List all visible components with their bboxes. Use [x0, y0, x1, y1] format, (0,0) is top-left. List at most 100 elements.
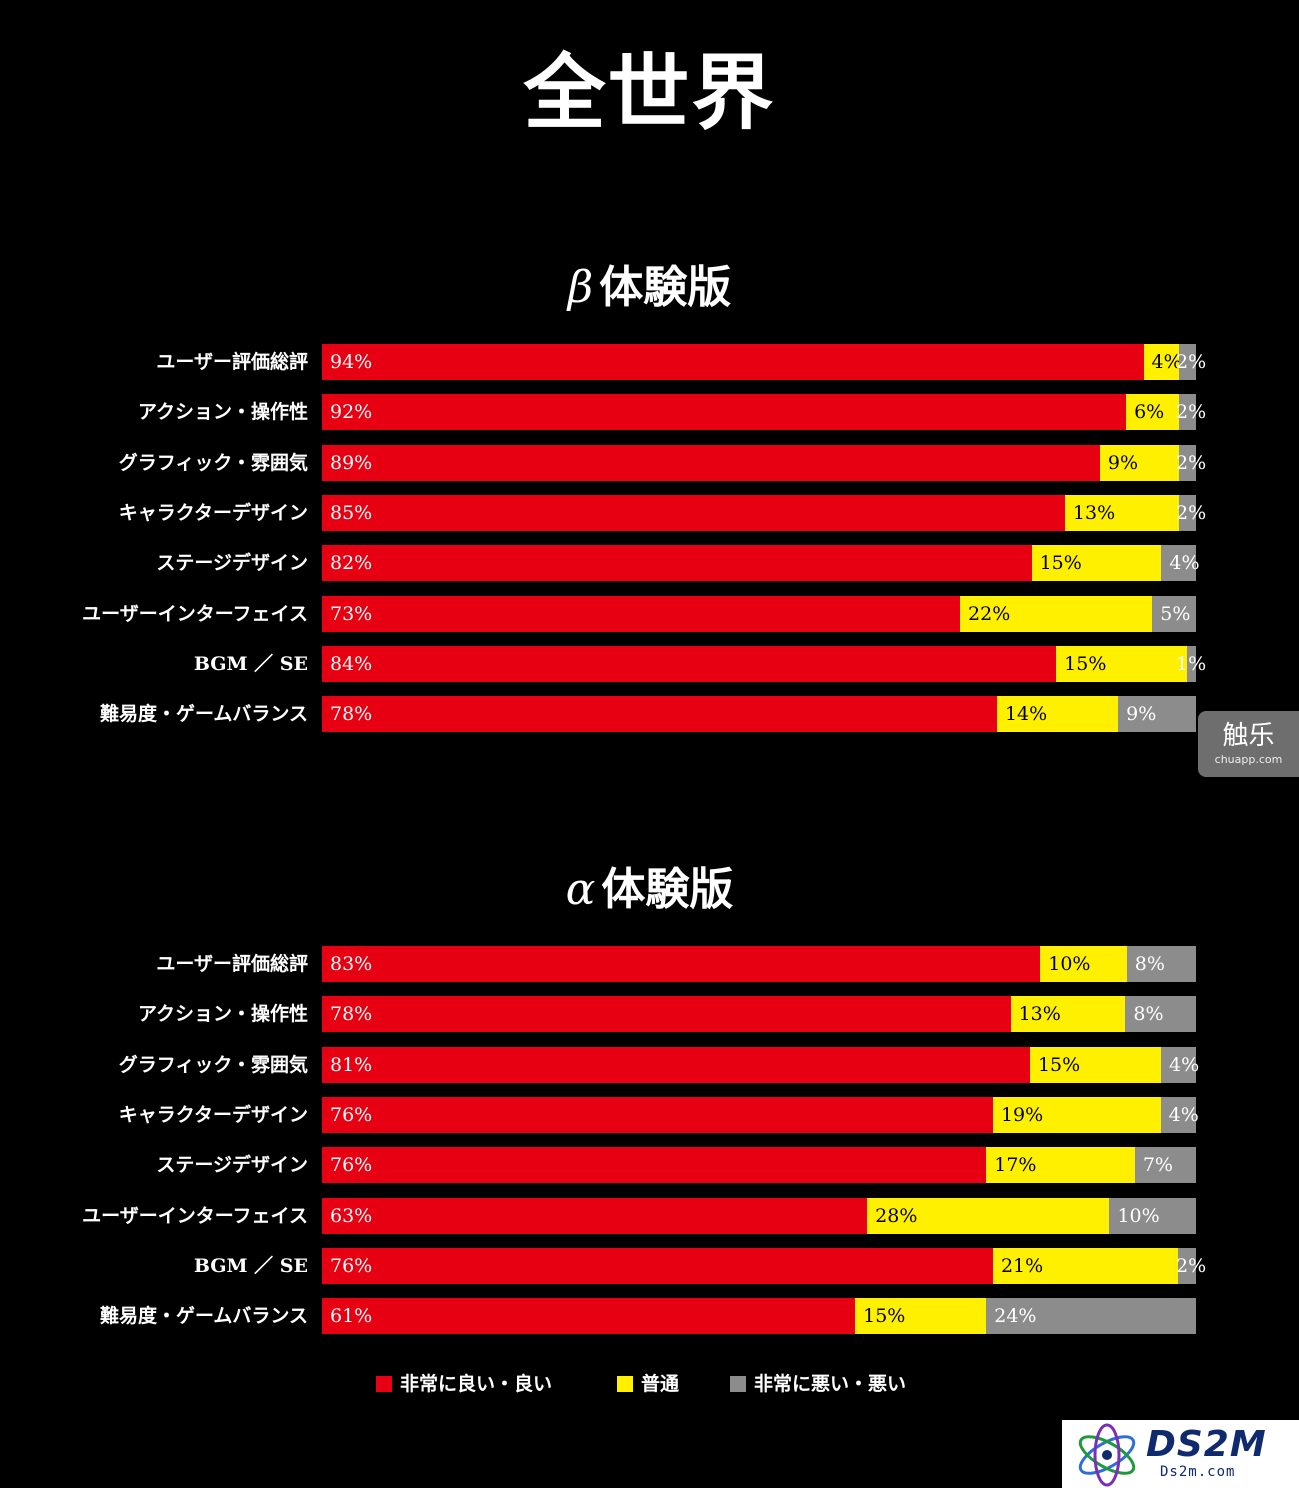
beta-bar-segment-bad	[1178, 344, 1196, 380]
beta-bar-segment-average	[1099, 444, 1179, 481]
alpha-bar-segment-bad	[1134, 1147, 1196, 1184]
beta-data-label-good: 92%	[330, 401, 373, 424]
alpha-bar-segment-bad	[1125, 996, 1196, 1033]
alpha-bar-segment-average	[1029, 1046, 1162, 1083]
beta-data-label-bad: 1%	[1176, 652, 1207, 675]
beta-stacked-bar: 94% 4% 2%	[322, 344, 1206, 380]
alpha-stacked-bar: 78% 13% 8%	[322, 996, 1196, 1033]
legend-swatch-average	[617, 1376, 633, 1392]
alpha-bar-row: グラフィック・雰囲気 81% 15% 4%	[0, 1046, 1299, 1083]
alpha-data-label-bad: 8%	[1133, 1003, 1164, 1026]
beta-data-label-bad: 5%	[1160, 602, 1191, 625]
legend-label-bad: 非常に悪い・悪い	[754, 1373, 907, 1395]
beta-data-label-bad: 2%	[1176, 451, 1207, 474]
alpha-bar-segment-average	[867, 1197, 1110, 1234]
alpha-data-label-bad: 2%	[1176, 1254, 1207, 1277]
alpha-bar-row: 難易度・ゲームバランス 61% 15% 24%	[0, 1298, 1299, 1335]
alpha-data-label-average: 10%	[1048, 953, 1091, 975]
beta-bar-segment-good	[322, 696, 997, 733]
beta-data-label-average: 15%	[1039, 552, 1082, 575]
beta-bar-row: グラフィック・雰囲気 89% 9% 2%	[0, 444, 1299, 481]
alpha-data-label-bad: 24%	[994, 1305, 1037, 1328]
beta-stacked-bar: 82% 15% 4%	[322, 545, 1200, 582]
page-title: 全世界	[523, 45, 776, 141]
beta-bar-row: アクション・操作性 92% 6% 2%	[0, 394, 1299, 431]
beta-bar-segment-average	[960, 595, 1153, 632]
alpha-bar-segment-average	[855, 1298, 987, 1335]
atom-logo-icon	[1078, 1423, 1136, 1487]
beta-data-label-good: 73%	[330, 602, 373, 625]
beta-bar-segment-good	[322, 494, 1065, 531]
alpha-data-label-average: 15%	[1037, 1053, 1081, 1076]
beta-bar-segment-bad	[1161, 545, 1196, 582]
beta-data-label-average: 9%	[1107, 451, 1139, 474]
alpha-category-label: キャラクターデザイン	[118, 1103, 308, 1126]
alpha-data-label-good: 83%	[330, 953, 373, 975]
legend-swatch-good	[376, 1376, 392, 1392]
beta-bar-segment-average	[1126, 394, 1179, 431]
chuapp-watermark-name: 触乐	[1222, 721, 1275, 751]
beta-chart-title: β 体験版	[0, 266, 1299, 310]
beta-bar-row: ユーザーインターフェイス 73% 22% 5%	[0, 595, 1299, 632]
alpha-bar-row: ユーザー評価総評 83% 10% 8%	[0, 946, 1299, 982]
alpha-bar-row: ステージデザイン 76% 17% 7%	[0, 1147, 1299, 1184]
alpha-bar-segment-average	[986, 1147, 1135, 1184]
alpha-data-label-good: 76%	[330, 1103, 373, 1126]
beta-bar-row: 難易度・ゲームバランス 78% 14% 9%	[0, 696, 1299, 733]
beta-bar-row: キャラクターデザイン 85% 13% 2%	[0, 494, 1299, 531]
alpha-bar-row: アクション・操作性 78% 13% 8%	[0, 996, 1299, 1033]
legend: 非常に良い・良い 普通 非常に悪い・悪い	[0, 1370, 1299, 1398]
legend-item-good: 非常に良い・良い	[376, 1370, 552, 1398]
alpha-data-label-bad: 4%	[1168, 1103, 1199, 1126]
legend-item-bad: 非常に悪い・悪い	[730, 1370, 906, 1398]
alpha-data-label-good: 76%	[330, 1254, 373, 1277]
beta-stacked-bar: 85% 13% 2%	[322, 494, 1206, 531]
beta-bar-segment-bad	[1152, 595, 1196, 632]
alpha-bar-segment-good	[322, 1197, 868, 1234]
beta-stacked-bar: 92% 6% 2%	[322, 394, 1206, 431]
alpha-stacked-bar: 63% 28% 10%	[322, 1197, 1196, 1234]
beta-bar-segment-good	[322, 545, 1032, 582]
beta-data-label-bad: 9%	[1126, 703, 1157, 726]
alpha-bar-segment-bad	[1160, 1096, 1196, 1133]
beta-bar-row: ステージデザイン 82% 15% 4%	[0, 545, 1299, 582]
beta-data-label-good: 89%	[330, 451, 373, 474]
beta-data-label-good: 78%	[330, 703, 373, 726]
beta-bar-row: BGM ／ SE 84% 15% 1%	[0, 645, 1299, 682]
beta-stacked-bar: 84% 15% 1%	[322, 645, 1206, 682]
alpha-data-label-bad: 8%	[1134, 953, 1165, 975]
beta-bar-segment-good	[322, 444, 1100, 481]
alpha-stacked-bar: 76% 21% 2%	[322, 1247, 1206, 1284]
alpha-bar-segment-bad	[986, 1298, 1196, 1335]
beta-stacked-bar: 89% 9% 2%	[322, 444, 1206, 481]
beta-stacked-bar: 73% 22% 5%	[322, 595, 1196, 632]
alpha-chart-title: α 体験版	[0, 868, 1299, 912]
alpha-stacked-bar: 83% 10% 8%	[322, 946, 1196, 982]
beta-data-label-good: 84%	[330, 652, 373, 675]
beta-category-label: ステージデザイン	[156, 552, 308, 575]
beta-bar-segment-good	[322, 394, 1127, 431]
beta-bar-row: ユーザー評価総評 94% 4% 2%	[0, 344, 1299, 380]
beta-data-label-average: 4%	[1151, 351, 1182, 373]
beta-category-label: キャラクターデザイン	[118, 501, 308, 524]
alpha-data-label-average: 21%	[1000, 1254, 1044, 1277]
beta-data-label-good: 82%	[330, 552, 373, 575]
beta-data-label-bad: 2%	[1176, 501, 1207, 524]
beta-bar-segment-bad	[1187, 645, 1196, 682]
beta-category-label: ユーザーインターフェイス	[82, 602, 308, 625]
chuapp-watermark-url: chuapp.com	[1214, 753, 1283, 766]
legend-swatch-bad	[730, 1376, 746, 1392]
beta-bar-segment-average	[1143, 344, 1179, 380]
alpha-data-label-average: 28%	[875, 1204, 918, 1227]
alpha-chart-title-text: 体験版	[601, 864, 734, 915]
alpha-bar-segment-bad	[1126, 946, 1196, 982]
alpha-bar-segment-bad	[1178, 1247, 1196, 1284]
legend-item-average: 普通	[617, 1370, 679, 1398]
beta-data-label-good: 85%	[330, 501, 373, 524]
beta-category-label: アクション・操作性	[137, 401, 308, 424]
alpha-stacked-bar: 81% 15% 4%	[322, 1046, 1199, 1083]
alpha-category-label: ステージデザイン	[156, 1154, 308, 1177]
beta-data-label-average: 13%	[1072, 501, 1116, 524]
beta-bar-segment-bad	[1178, 444, 1196, 481]
alpha-bar-segment-average	[992, 1096, 1161, 1133]
